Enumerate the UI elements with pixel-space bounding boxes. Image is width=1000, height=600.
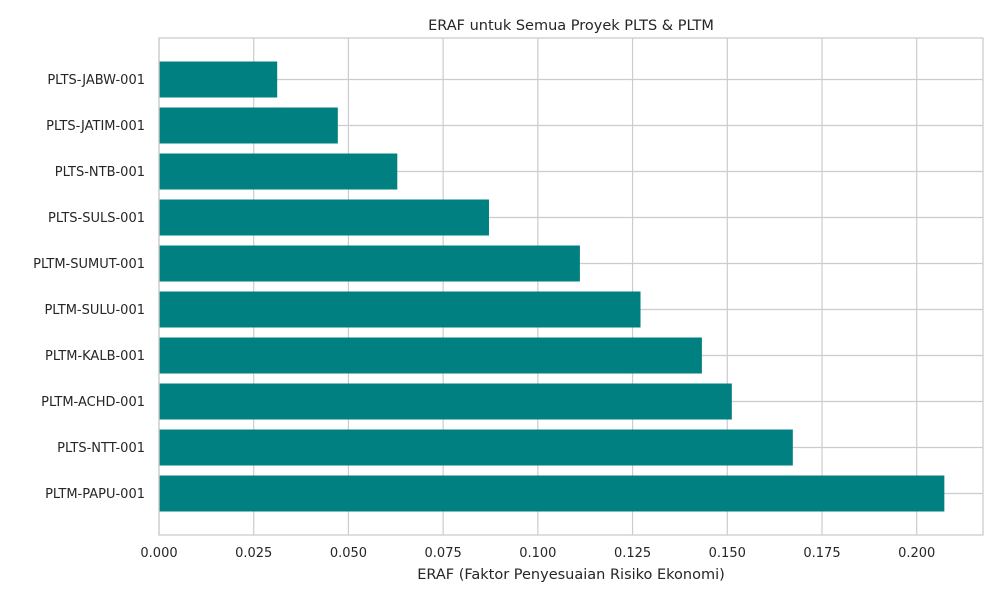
bar-plts-jabw-001 xyxy=(159,61,278,98)
y-tick-label: PLTM-SULU-001 xyxy=(44,303,145,318)
x-axis-tick-labels: 0.000 0.025 0.050 0.075 0.100 0.125 0.150 0.175… xyxy=(140,546,935,561)
bar-plts-ntt-001 xyxy=(159,429,793,466)
x-tick-label: 0.050 xyxy=(330,546,367,561)
y-tick-label: PLTS-SULS-001 xyxy=(48,211,145,226)
bar-pltm-sumut-001 xyxy=(159,245,580,282)
bars xyxy=(159,61,945,512)
x-axis-label: ERAF (Faktor Penyesuaian Risiko Ekonomi) xyxy=(417,567,725,583)
x-tick-label: 0.200 xyxy=(898,546,935,561)
y-axis-tick-labels: PLTS-JABW-001 PLTS-JATIM-001 PLTS-NTB-001 P… xyxy=(33,73,145,502)
x-tick-label: 0.175 xyxy=(803,546,840,561)
bar-pltm-papu-001 xyxy=(159,475,945,512)
y-tick-label: PLTS-NTT-001 xyxy=(57,441,145,456)
x-tick-label: 0.075 xyxy=(425,546,462,561)
y-tick-label: PLTM-SUMUT-001 xyxy=(33,257,145,272)
x-tick-label: 0.025 xyxy=(235,546,272,561)
y-tick-label: PLTM-PAPU-001 xyxy=(45,487,145,502)
x-tick-label: 0.150 xyxy=(709,546,746,561)
x-tick-label: 0.000 xyxy=(140,546,177,561)
x-tick-label: 0.100 xyxy=(519,546,556,561)
bar-plts-suls-001 xyxy=(159,199,489,236)
y-tick-label: PLTS-JABW-001 xyxy=(47,73,145,88)
chart-title: ERAF untuk Semua Proyek PLTS & PLTM xyxy=(428,18,714,34)
bar-pltm-achd-001 xyxy=(159,383,732,420)
plot-area-frame xyxy=(158,37,984,536)
y-tick-label: PLTS-JATIM-001 xyxy=(46,119,145,134)
bar-pltm-sulu-001 xyxy=(159,291,641,328)
y-tick-label: PLTS-NTB-001 xyxy=(55,165,145,180)
x-tick-label: 0.125 xyxy=(614,546,651,561)
bar-plts-jatim-001 xyxy=(159,107,338,144)
bar-plts-ntb-001 xyxy=(159,153,398,190)
bar-pltm-kalb-001 xyxy=(159,337,702,374)
y-tick-label: PLTM-KALB-001 xyxy=(45,349,145,364)
y-tick-label: PLTM-ACHD-001 xyxy=(41,395,145,410)
